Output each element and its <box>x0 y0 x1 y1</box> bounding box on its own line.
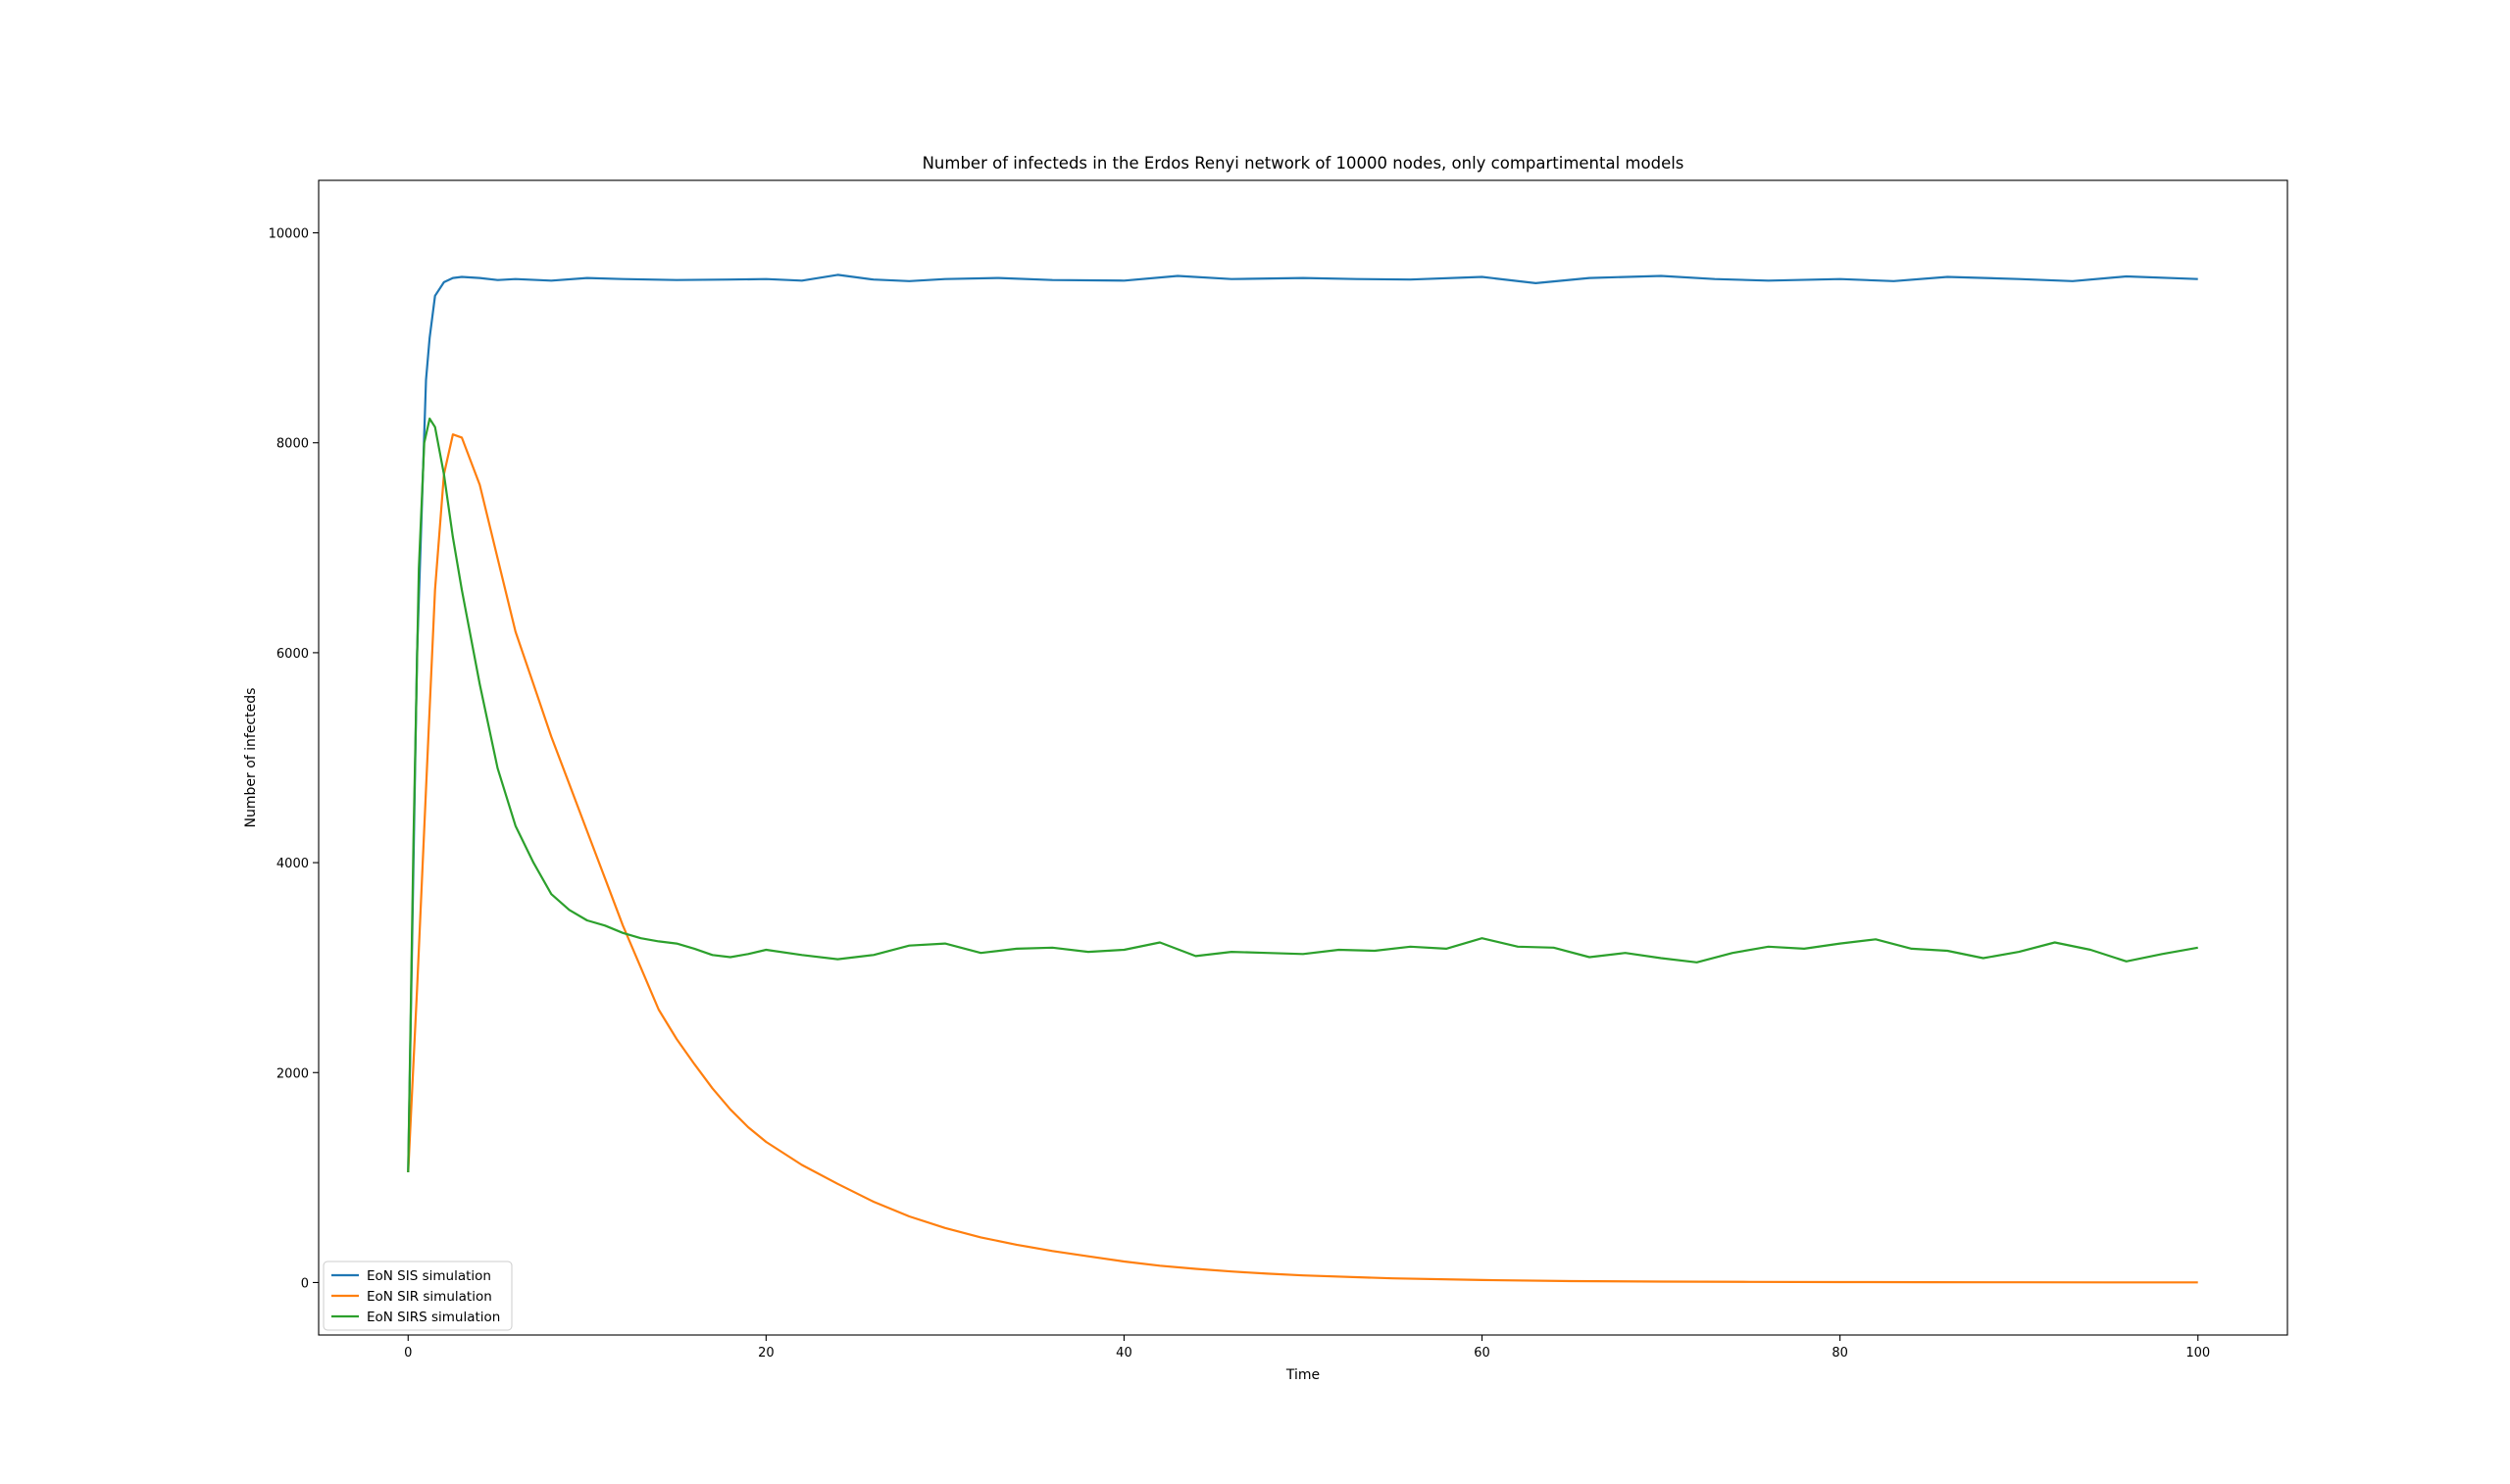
chart-title: Number of infecteds in the Erdos Renyi n… <box>923 154 1684 173</box>
series-line-sirs <box>407 418 2198 1173</box>
y-tick-label: 6000 <box>276 647 309 662</box>
series-line-sis <box>407 273 2198 1173</box>
series-line-sir <box>407 433 2198 1284</box>
legend-box <box>323 1261 513 1331</box>
x-tick-label: 0 <box>404 1346 412 1360</box>
y-tick-label: 2000 <box>276 1066 309 1081</box>
x-tick-label: 100 <box>2185 1346 2210 1360</box>
chart-legend: EoN SIS simulation EoN SIR simulation EoN … <box>323 1261 513 1331</box>
x-tick-label: 20 <box>758 1346 775 1360</box>
x-axis: 0 20 40 60 80 100 <box>404 1335 2210 1360</box>
x-axis-label: Time <box>1285 1367 1320 1383</box>
y-tick-label: 10000 <box>269 227 309 242</box>
series-layer <box>407 273 2198 1284</box>
y-axis-label: Number of infecteds <box>243 688 259 828</box>
x-tick-label: 40 <box>1116 1346 1132 1360</box>
y-tick-label: 8000 <box>276 437 309 452</box>
y-axis: 0 2000 4000 6000 8000 10000 <box>269 227 319 1291</box>
legend-label-sis: EoN SIS simulation <box>367 1268 491 1284</box>
plot-frame <box>318 179 2288 1336</box>
legend-label-sir: EoN SIR simulation <box>367 1289 492 1305</box>
x-tick-label: 80 <box>1832 1346 1848 1360</box>
x-tick-label: 60 <box>1474 1346 1490 1360</box>
legend-label-sirs: EoN SIRS simulation <box>367 1310 500 1325</box>
y-tick-label: 0 <box>301 1276 309 1291</box>
y-tick-label: 4000 <box>276 857 309 871</box>
